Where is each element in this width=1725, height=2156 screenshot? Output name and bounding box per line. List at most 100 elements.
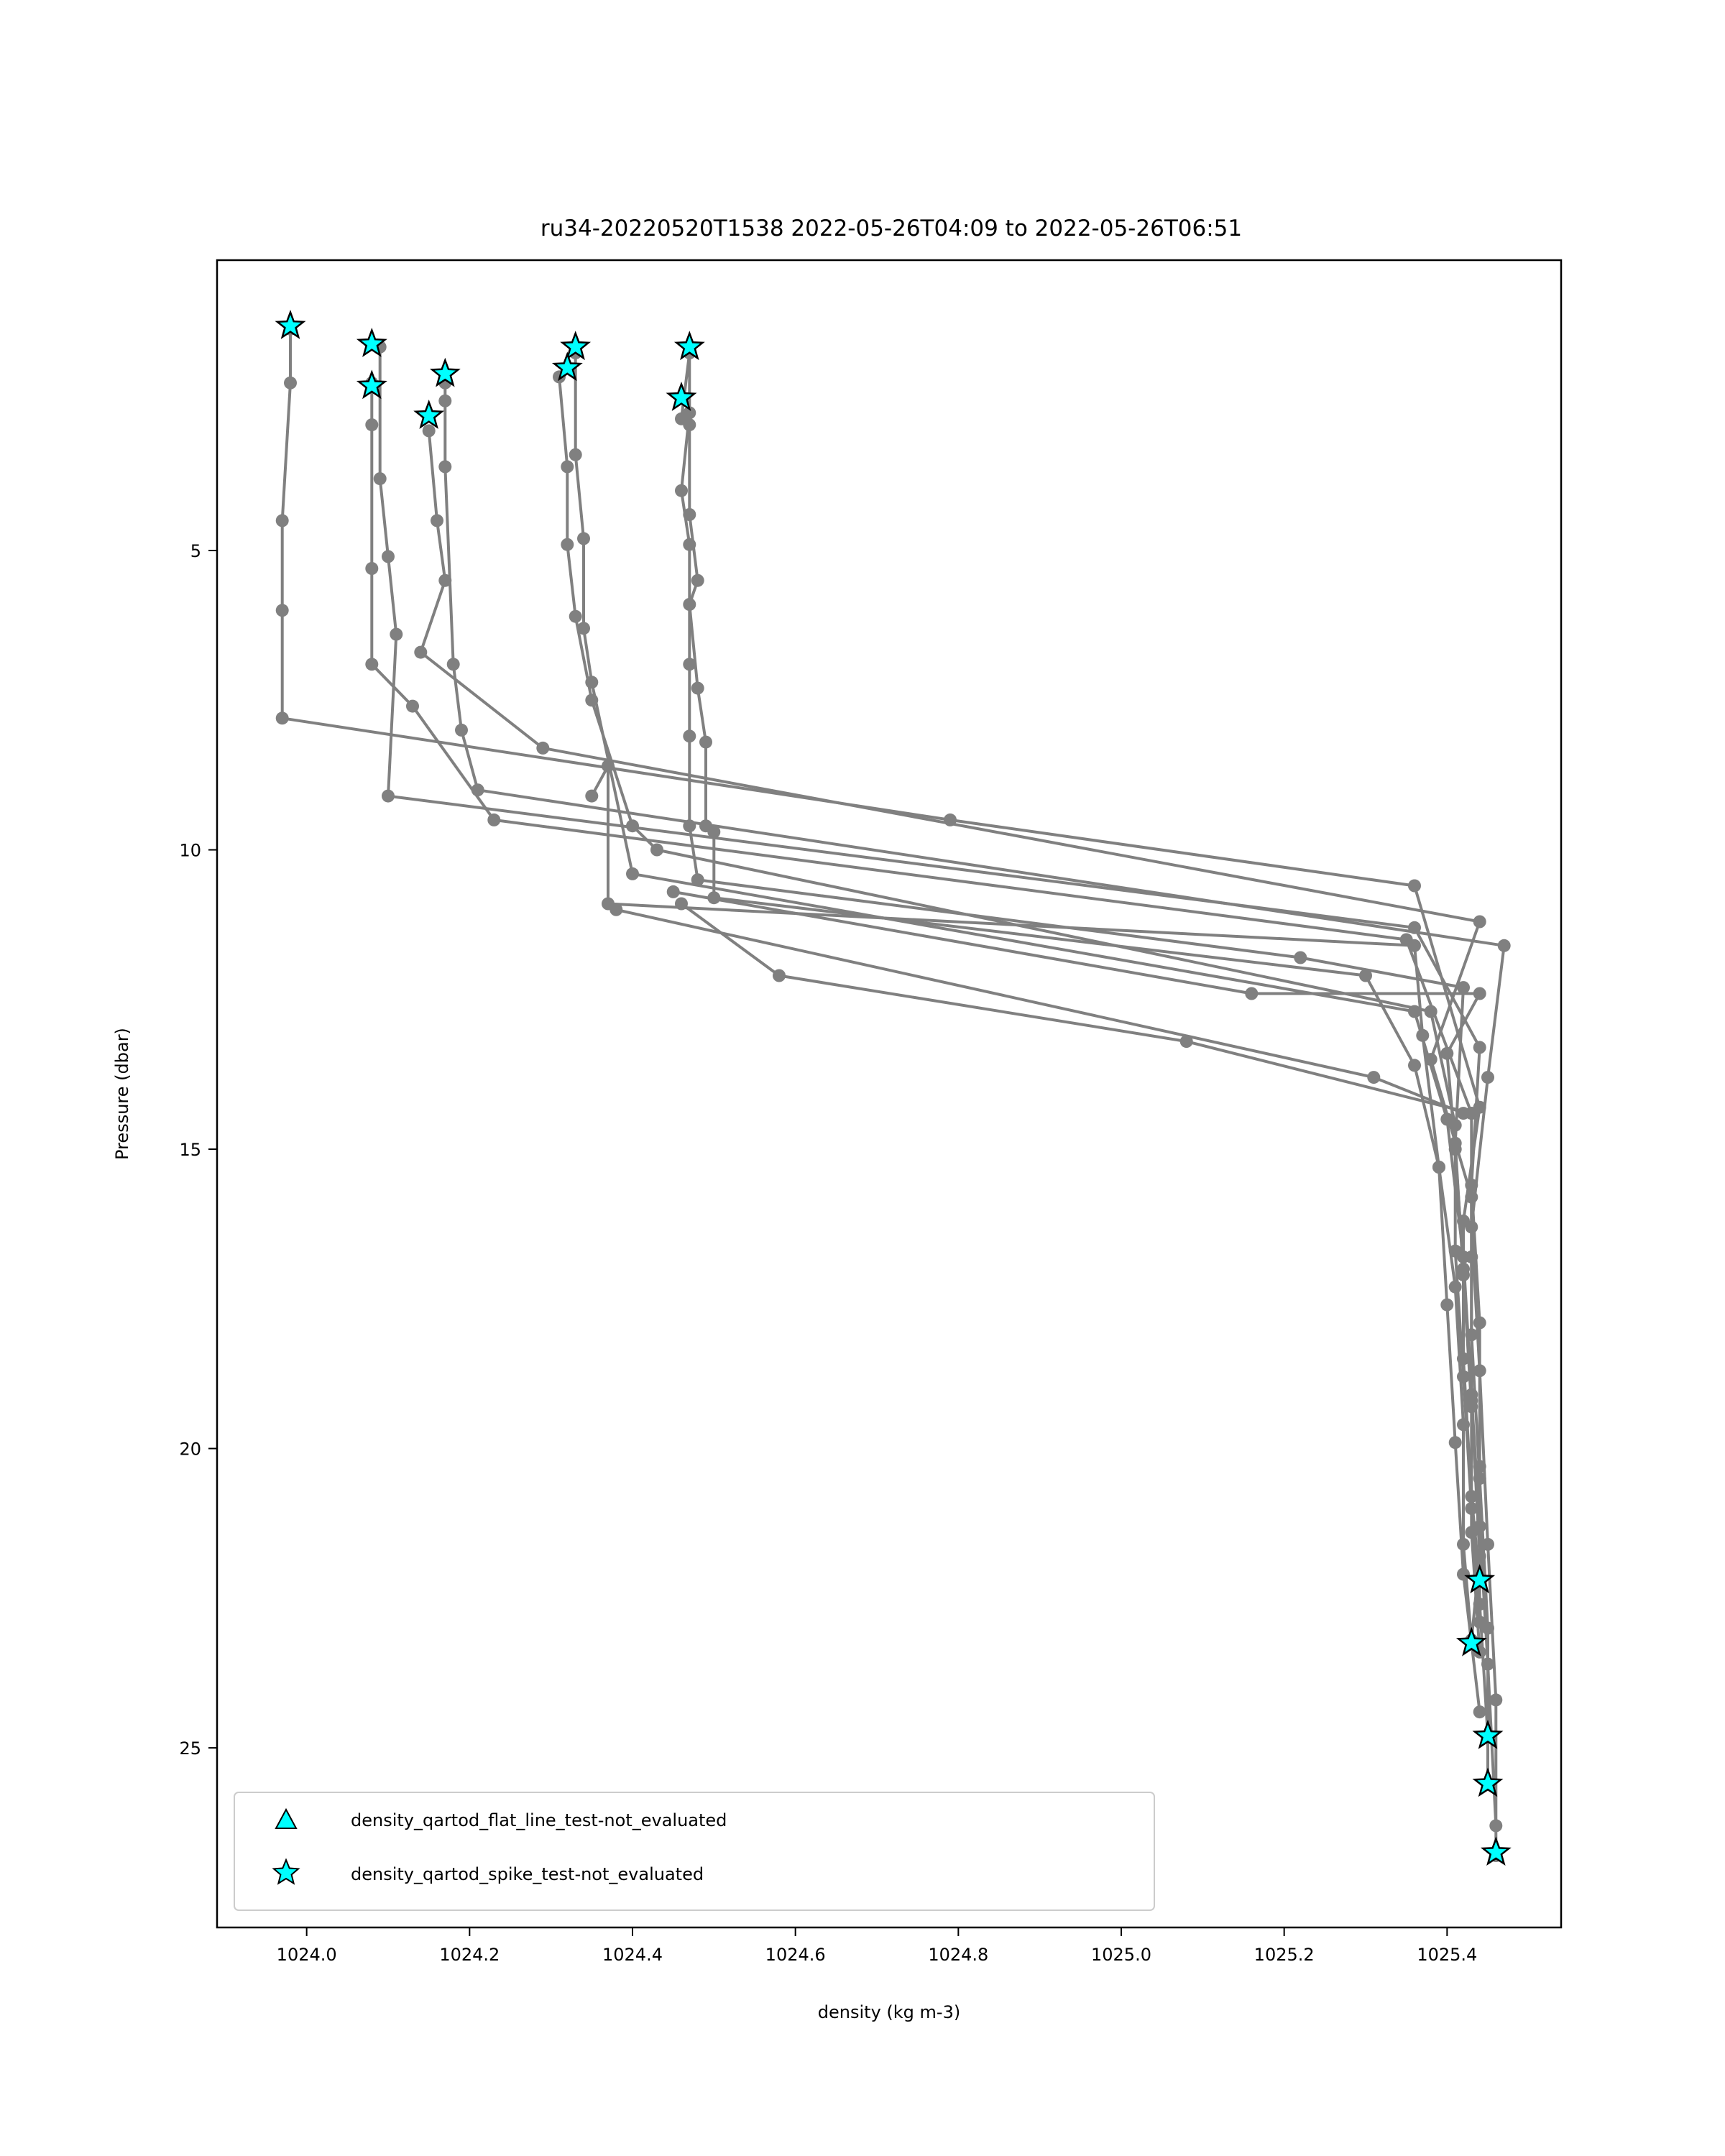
profile-point (365, 658, 379, 671)
profile-point (585, 789, 599, 803)
profile-point (487, 813, 501, 826)
profile-point (561, 460, 574, 474)
legend-label-flat-line: density_qartod_flat_line_test-not_evalua… (351, 1810, 727, 1830)
profile-line (680, 902, 1472, 1115)
spike-test-star-marker (1455, 1626, 1487, 1657)
legend-label-spike: density_qartod_spike_test-not_evaluated (351, 1864, 704, 1884)
profile-12 (666, 885, 1486, 1276)
y-tick-label: 25 (179, 1738, 201, 1759)
x-tick-label: 1024.6 (765, 1945, 826, 1965)
legend: density_qartod_flat_line_test-not_evalua… (234, 1792, 1155, 1911)
y-tick-label: 5 (190, 541, 201, 561)
profile-point (1465, 1220, 1478, 1234)
profile-point (382, 789, 395, 803)
profile-point (406, 699, 419, 713)
profile-line (688, 425, 1481, 1713)
profile-point (602, 759, 615, 773)
profile-point (1245, 987, 1259, 1000)
profile-point (1448, 1280, 1462, 1294)
spike-test-star-marker (1472, 1767, 1504, 1797)
profile-point (1408, 879, 1421, 893)
profile-point (1489, 1819, 1503, 1833)
profile-point (683, 508, 696, 521)
profile-point (1473, 1705, 1486, 1719)
profile-point (446, 658, 460, 671)
profile-point (1465, 1526, 1478, 1539)
spike-test-star-marker (1472, 1719, 1504, 1749)
spike-test-star-marker (1464, 1564, 1496, 1594)
profile-point (382, 550, 395, 563)
plot-area (275, 310, 1512, 1866)
y-tick-label: 20 (179, 1439, 201, 1460)
profile-point (438, 394, 452, 407)
profile-point (1359, 969, 1372, 982)
y-tick-label: 10 (179, 841, 201, 861)
profile-point (422, 424, 436, 438)
profile-point (275, 604, 289, 617)
profile-point (1473, 987, 1486, 1000)
profile-point (683, 598, 696, 611)
profile-point (471, 783, 484, 797)
profile-point (569, 609, 582, 623)
profile-13 (610, 903, 1470, 1120)
legend-triangle-marker (275, 1807, 298, 1829)
profile-point (365, 562, 379, 575)
profile-point (390, 627, 403, 641)
profile-point (536, 741, 550, 755)
profile-point (1473, 1364, 1486, 1378)
spike-test-star-marker (666, 382, 697, 411)
profile-point (1465, 1400, 1478, 1414)
profile-point (455, 723, 468, 737)
x-tick-label: 1025.4 (1417, 1945, 1477, 1965)
profile-point (683, 729, 696, 743)
profile-point (773, 969, 786, 982)
y-axis-label: Pressure (dbar) (112, 1028, 132, 1160)
legend-star-marker (272, 1858, 300, 1885)
spike-test-star-marker (356, 328, 387, 357)
profile-point (675, 897, 688, 911)
profile-point (683, 406, 696, 420)
profile-point (1448, 1143, 1462, 1156)
profile-point (610, 903, 623, 916)
x-tick-label: 1024.2 (439, 1945, 500, 1965)
profile-point (275, 514, 289, 528)
profile-point (1294, 951, 1307, 964)
profile-point (691, 873, 704, 887)
profile-point (1440, 1046, 1454, 1060)
profile-point (1179, 1035, 1193, 1049)
profile-point (1473, 1041, 1486, 1054)
spike-test-star-marker (1480, 1836, 1512, 1866)
profile-point (1424, 1005, 1438, 1018)
profile-point (1440, 1298, 1454, 1312)
profile-line (680, 351, 1481, 1652)
profile-point (1481, 1657, 1494, 1671)
profile-point (365, 418, 379, 432)
profile-point (431, 514, 443, 528)
profile-point (626, 819, 639, 833)
profile-point (1408, 939, 1421, 952)
profile-point (1408, 1005, 1421, 1018)
profile-point (569, 448, 582, 461)
profile-point (675, 484, 688, 497)
profile-point (626, 867, 639, 880)
x-axis-label: density (kg m-3) (818, 2002, 960, 2022)
profile-point (1457, 1537, 1470, 1551)
x-tick-label: 1025.0 (1091, 1945, 1151, 1965)
profile-point (1408, 1059, 1421, 1072)
plot-frame (216, 259, 1563, 1929)
profile-point (373, 472, 387, 486)
profile-point (666, 885, 680, 898)
x-tick-label: 1024.8 (928, 1945, 988, 1965)
profile-point (1481, 1537, 1494, 1551)
y-axis: 5 10 15 20 25 (179, 541, 217, 1759)
profile-point (683, 819, 696, 833)
profile-point (1457, 1418, 1470, 1432)
spike-test-star-marker (551, 351, 583, 382)
flagged-markers (275, 310, 1512, 1866)
profile-point (1457, 1262, 1470, 1276)
spike-test-star-marker (673, 331, 705, 361)
profile-point (275, 711, 289, 725)
spike-test-star-marker (275, 310, 306, 339)
profile-point (1416, 1028, 1430, 1042)
